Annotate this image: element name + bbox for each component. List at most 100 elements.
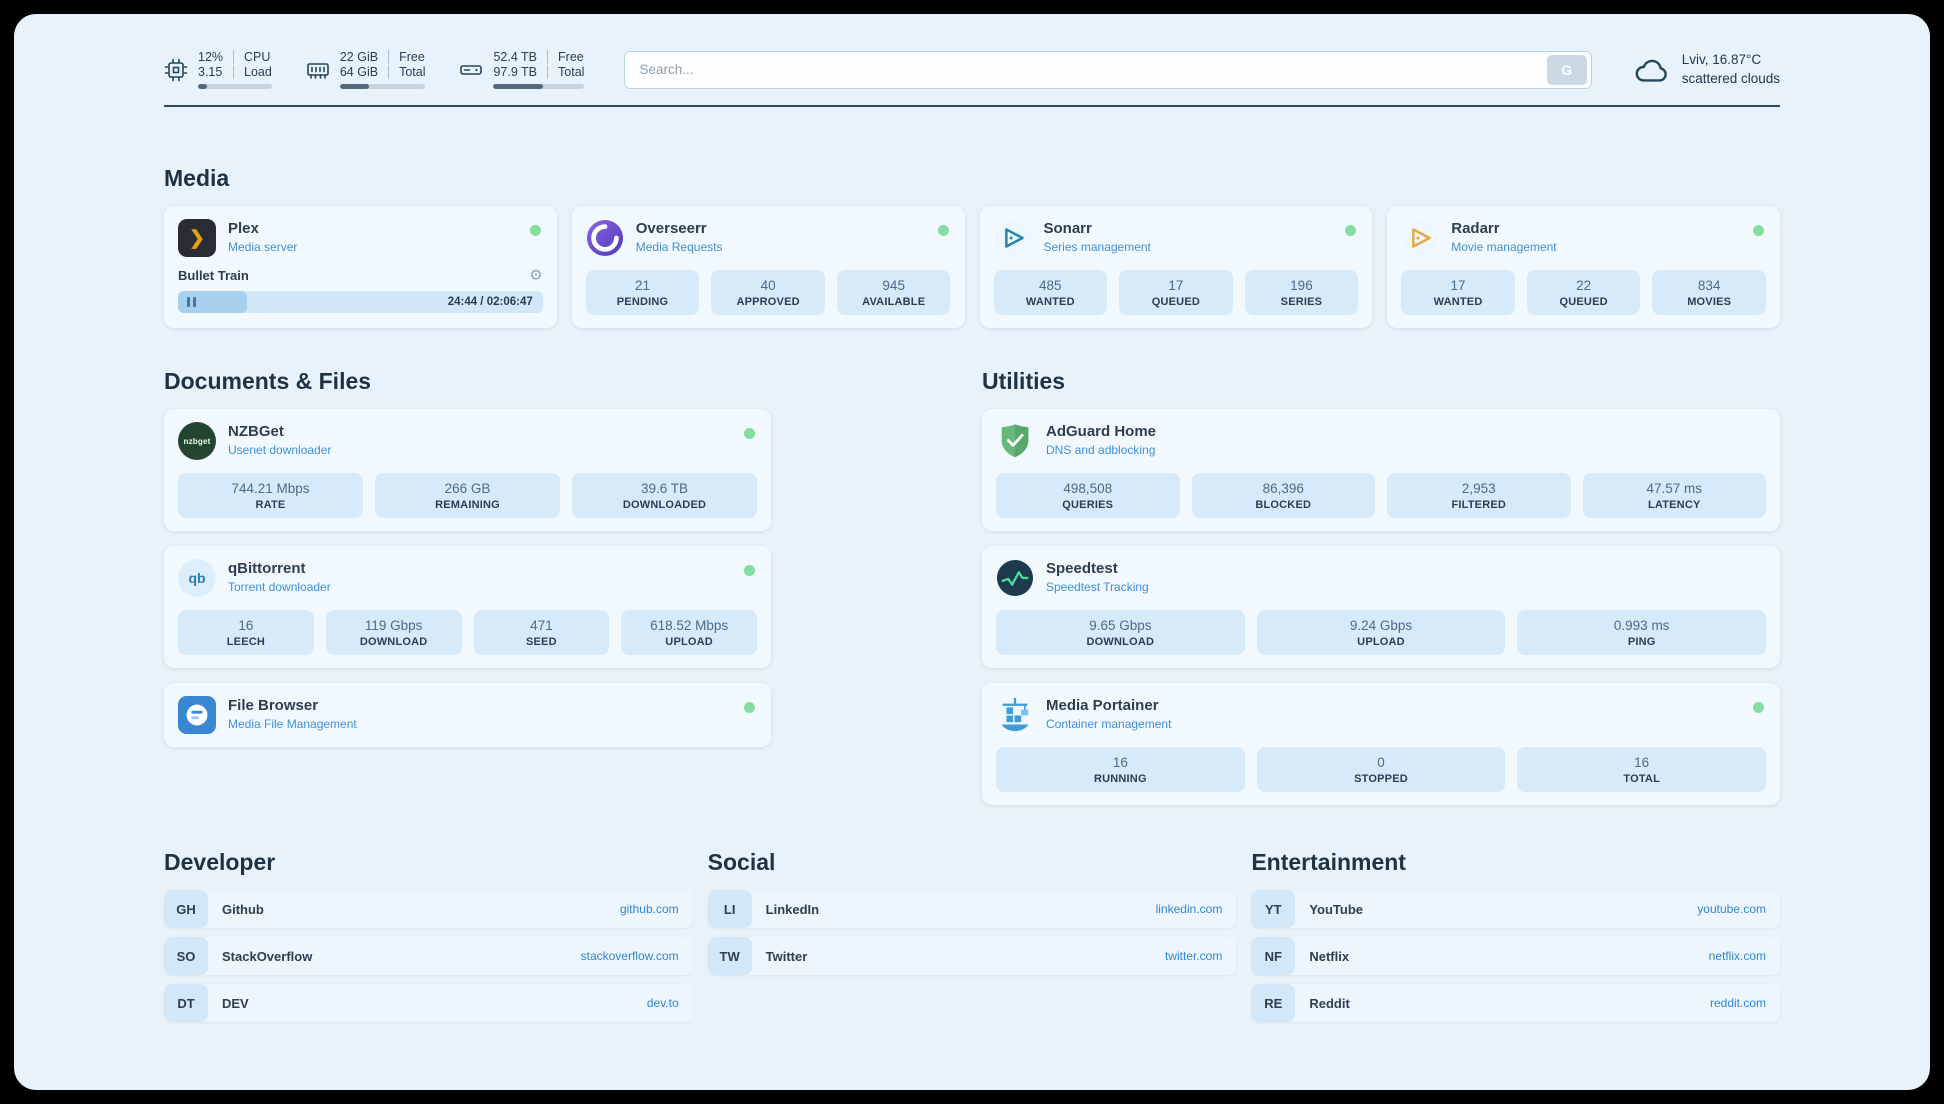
- stat-stopped: 0 STOPPED: [1256, 747, 1506, 792]
- top-bar: 12% CPU 3.15 Load 22: [164, 50, 1780, 89]
- section-title-media: Media: [164, 165, 230, 191]
- disk-widget: 52.4 TB Free 97.9 TB Total: [459, 50, 585, 89]
- sonarr-icon: [994, 219, 1032, 257]
- app-name: Media Portainer: [1046, 697, 1159, 714]
- stat-leech: 16 LEECH: [178, 610, 314, 655]
- stat-latency: 47.57 ms LATENCY: [1582, 473, 1766, 518]
- bookmark-github[interactable]: GH Github github.com: [164, 890, 693, 928]
- section-title-entertainment: Entertainment: [1251, 849, 1406, 875]
- search-bar: G: [624, 50, 1592, 89]
- app-card-overseerr[interactable]: Overseerr Media Requests 21 PENDING 40 APP…: [571, 206, 965, 328]
- adguard-icon: [996, 422, 1034, 460]
- app-name: File Browser: [228, 697, 319, 714]
- app-card-portainer[interactable]: Media Portainer Container management 16 R…: [982, 683, 1780, 805]
- app-subtitle: Movie management: [1451, 240, 1557, 254]
- cpu-progress-bar: [198, 84, 272, 89]
- bookmark-group-developer: Developer GH Github github.com SO StackO…: [164, 849, 693, 1022]
- cloud-icon: [1632, 54, 1672, 86]
- weather-widget: Lviv, 16.87°C scattered clouds: [1632, 51, 1780, 87]
- pause-icon[interactable]: [187, 297, 196, 307]
- app-name: Radarr: [1451, 220, 1500, 237]
- plex-icon: ❯: [178, 219, 216, 257]
- gear-icon[interactable]: ⚙: [529, 267, 543, 284]
- app-subtitle: Media Requests: [635, 240, 723, 254]
- stat-filtered: 2,953 FILTERED: [1387, 473, 1571, 518]
- app-card-sonarr[interactable]: Sonarr Series management 485 WANTED 17 QUE…: [979, 206, 1373, 328]
- cpu-icon: [164, 58, 188, 82]
- cpu-load-label: Load: [233, 65, 272, 79]
- stat-pending: 21 PENDING: [585, 270, 700, 315]
- app-name: Overseerr: [635, 220, 707, 237]
- bookmark-dev[interactable]: DT DEV dev.to: [164, 984, 693, 1022]
- google-search-button[interactable]: G: [1546, 54, 1587, 85]
- app-card-filebrowser[interactable]: File Browser Media File Management: [164, 683, 771, 747]
- bookmark-abbr: LI: [707, 890, 752, 928]
- weather-location: Lviv, 16.87°C: [1681, 52, 1762, 68]
- bookmark-linkedin[interactable]: LI LinkedIn linkedin.com: [707, 890, 1237, 928]
- app-subtitle: Series management: [1043, 240, 1151, 254]
- cpu-usage-value: 12%: [198, 50, 224, 64]
- bookmark-abbr: SO: [164, 937, 208, 975]
- status-indicator: [744, 702, 755, 713]
- status-indicator: [1753, 702, 1764, 713]
- stat-rate: 744.21 Mbps RATE: [178, 473, 363, 518]
- bookmark-reddit[interactable]: RE Reddit reddit.com: [1251, 984, 1780, 1022]
- app-card-qbittorrent[interactable]: qb qBittorrent Torrent downloader 16 LEEC…: [164, 546, 771, 668]
- stat-remaining: 266 GB REMAINING: [375, 473, 560, 518]
- ram-progress-bar: [339, 84, 426, 89]
- app-card-adguard[interactable]: AdGuard Home DNS and adblocking 498,508 Q…: [982, 409, 1780, 531]
- stat-queued: 17 QUEUED: [1119, 270, 1233, 315]
- app-name: Sonarr: [1043, 220, 1092, 237]
- system-stats: 12% CPU 3.15 Load 22: [164, 50, 585, 89]
- section-title-documents: Documents & Files: [164, 368, 372, 394]
- bookmark-group-social: Social LI LinkedIn linkedin.com TW Twitt…: [707, 849, 1237, 1022]
- bookmark-abbr: YT: [1251, 890, 1296, 928]
- app-card-radarr[interactable]: Radarr Movie management 17 WANTED 22 QUEUE…: [1387, 206, 1780, 328]
- bookmark-stackoverflow[interactable]: SO StackOverflow stackoverflow.com: [164, 937, 693, 975]
- app-subtitle: DNS and adblocking: [1046, 443, 1156, 457]
- app-name: qBittorrent: [228, 560, 306, 577]
- app-subtitle: Torrent downloader: [228, 580, 331, 594]
- cpu-load-value: 3.15: [198, 65, 223, 79]
- stat-series: 196 SERIES: [1244, 270, 1359, 315]
- playback-time: 24:44 / 02:06:47: [447, 296, 533, 308]
- nzbget-icon: nzbget: [178, 422, 216, 460]
- stat-download: 9.65 Gbps DOWNLOAD: [996, 610, 1245, 655]
- stat-download: 119 Gbps DOWNLOAD: [325, 610, 462, 655]
- stat-upload: 9.24 Gbps UPLOAD: [1256, 610, 1506, 655]
- section-title-developer: Developer: [164, 849, 276, 875]
- ram-icon: [306, 58, 330, 82]
- app-card-plex[interactable]: ❯ Plex Media server Bullet Train ⚙ 24:44…: [164, 206, 557, 328]
- search-input[interactable]: [625, 62, 1547, 77]
- stat-queued: 22 QUEUED: [1526, 270, 1641, 315]
- stat-wanted: 485 WANTED: [993, 270, 1108, 315]
- bookmark-abbr: DT: [164, 984, 208, 1022]
- status-indicator: [744, 428, 755, 439]
- ram-widget: 22 GiB Free 64 GiB Total: [306, 50, 426, 89]
- app-subtitle: Media File Management: [228, 717, 357, 731]
- status-indicator: [529, 225, 541, 236]
- bookmark-abbr: NF: [1251, 937, 1296, 975]
- radarr-icon: [1401, 219, 1439, 257]
- status-indicator: [1345, 225, 1357, 236]
- media-grid: ❯ Plex Media server Bullet Train ⚙ 24:44…: [164, 206, 1780, 328]
- bookmark-youtube[interactable]: YT YouTube youtube.com: [1251, 890, 1780, 928]
- bookmark-twitter[interactable]: TW Twitter twitter.com: [707, 937, 1237, 975]
- qbittorrent-icon: qb: [178, 559, 216, 597]
- filebrowser-icon: [178, 696, 216, 734]
- stat-available: 945 AVAILABLE: [836, 270, 951, 315]
- app-subtitle: Media server: [228, 240, 298, 254]
- bookmark-abbr: TW: [707, 937, 752, 975]
- app-subtitle: Speedtest Tracking: [1046, 580, 1149, 594]
- stat-seed: 471 SEED: [473, 610, 610, 655]
- playback-progress-bar[interactable]: 24:44 / 02:06:47: [178, 291, 543, 313]
- portainer-icon: [996, 696, 1034, 734]
- app-card-nzbget[interactable]: nzbget NZBGet Usenet downloader 744.21 M…: [164, 409, 771, 531]
- bookmark-netflix[interactable]: NF Netflix netflix.com: [1251, 937, 1780, 975]
- bookmark-abbr: GH: [164, 890, 208, 928]
- app-card-speedtest[interactable]: Speedtest Speedtest Tracking 9.65 Gbps DO…: [982, 546, 1780, 668]
- speedtest-icon: [996, 559, 1034, 597]
- app-name: Plex: [228, 220, 259, 237]
- app-name: AdGuard Home: [1046, 423, 1157, 440]
- cpu-widget: 12% CPU 3.15 Load: [164, 50, 272, 89]
